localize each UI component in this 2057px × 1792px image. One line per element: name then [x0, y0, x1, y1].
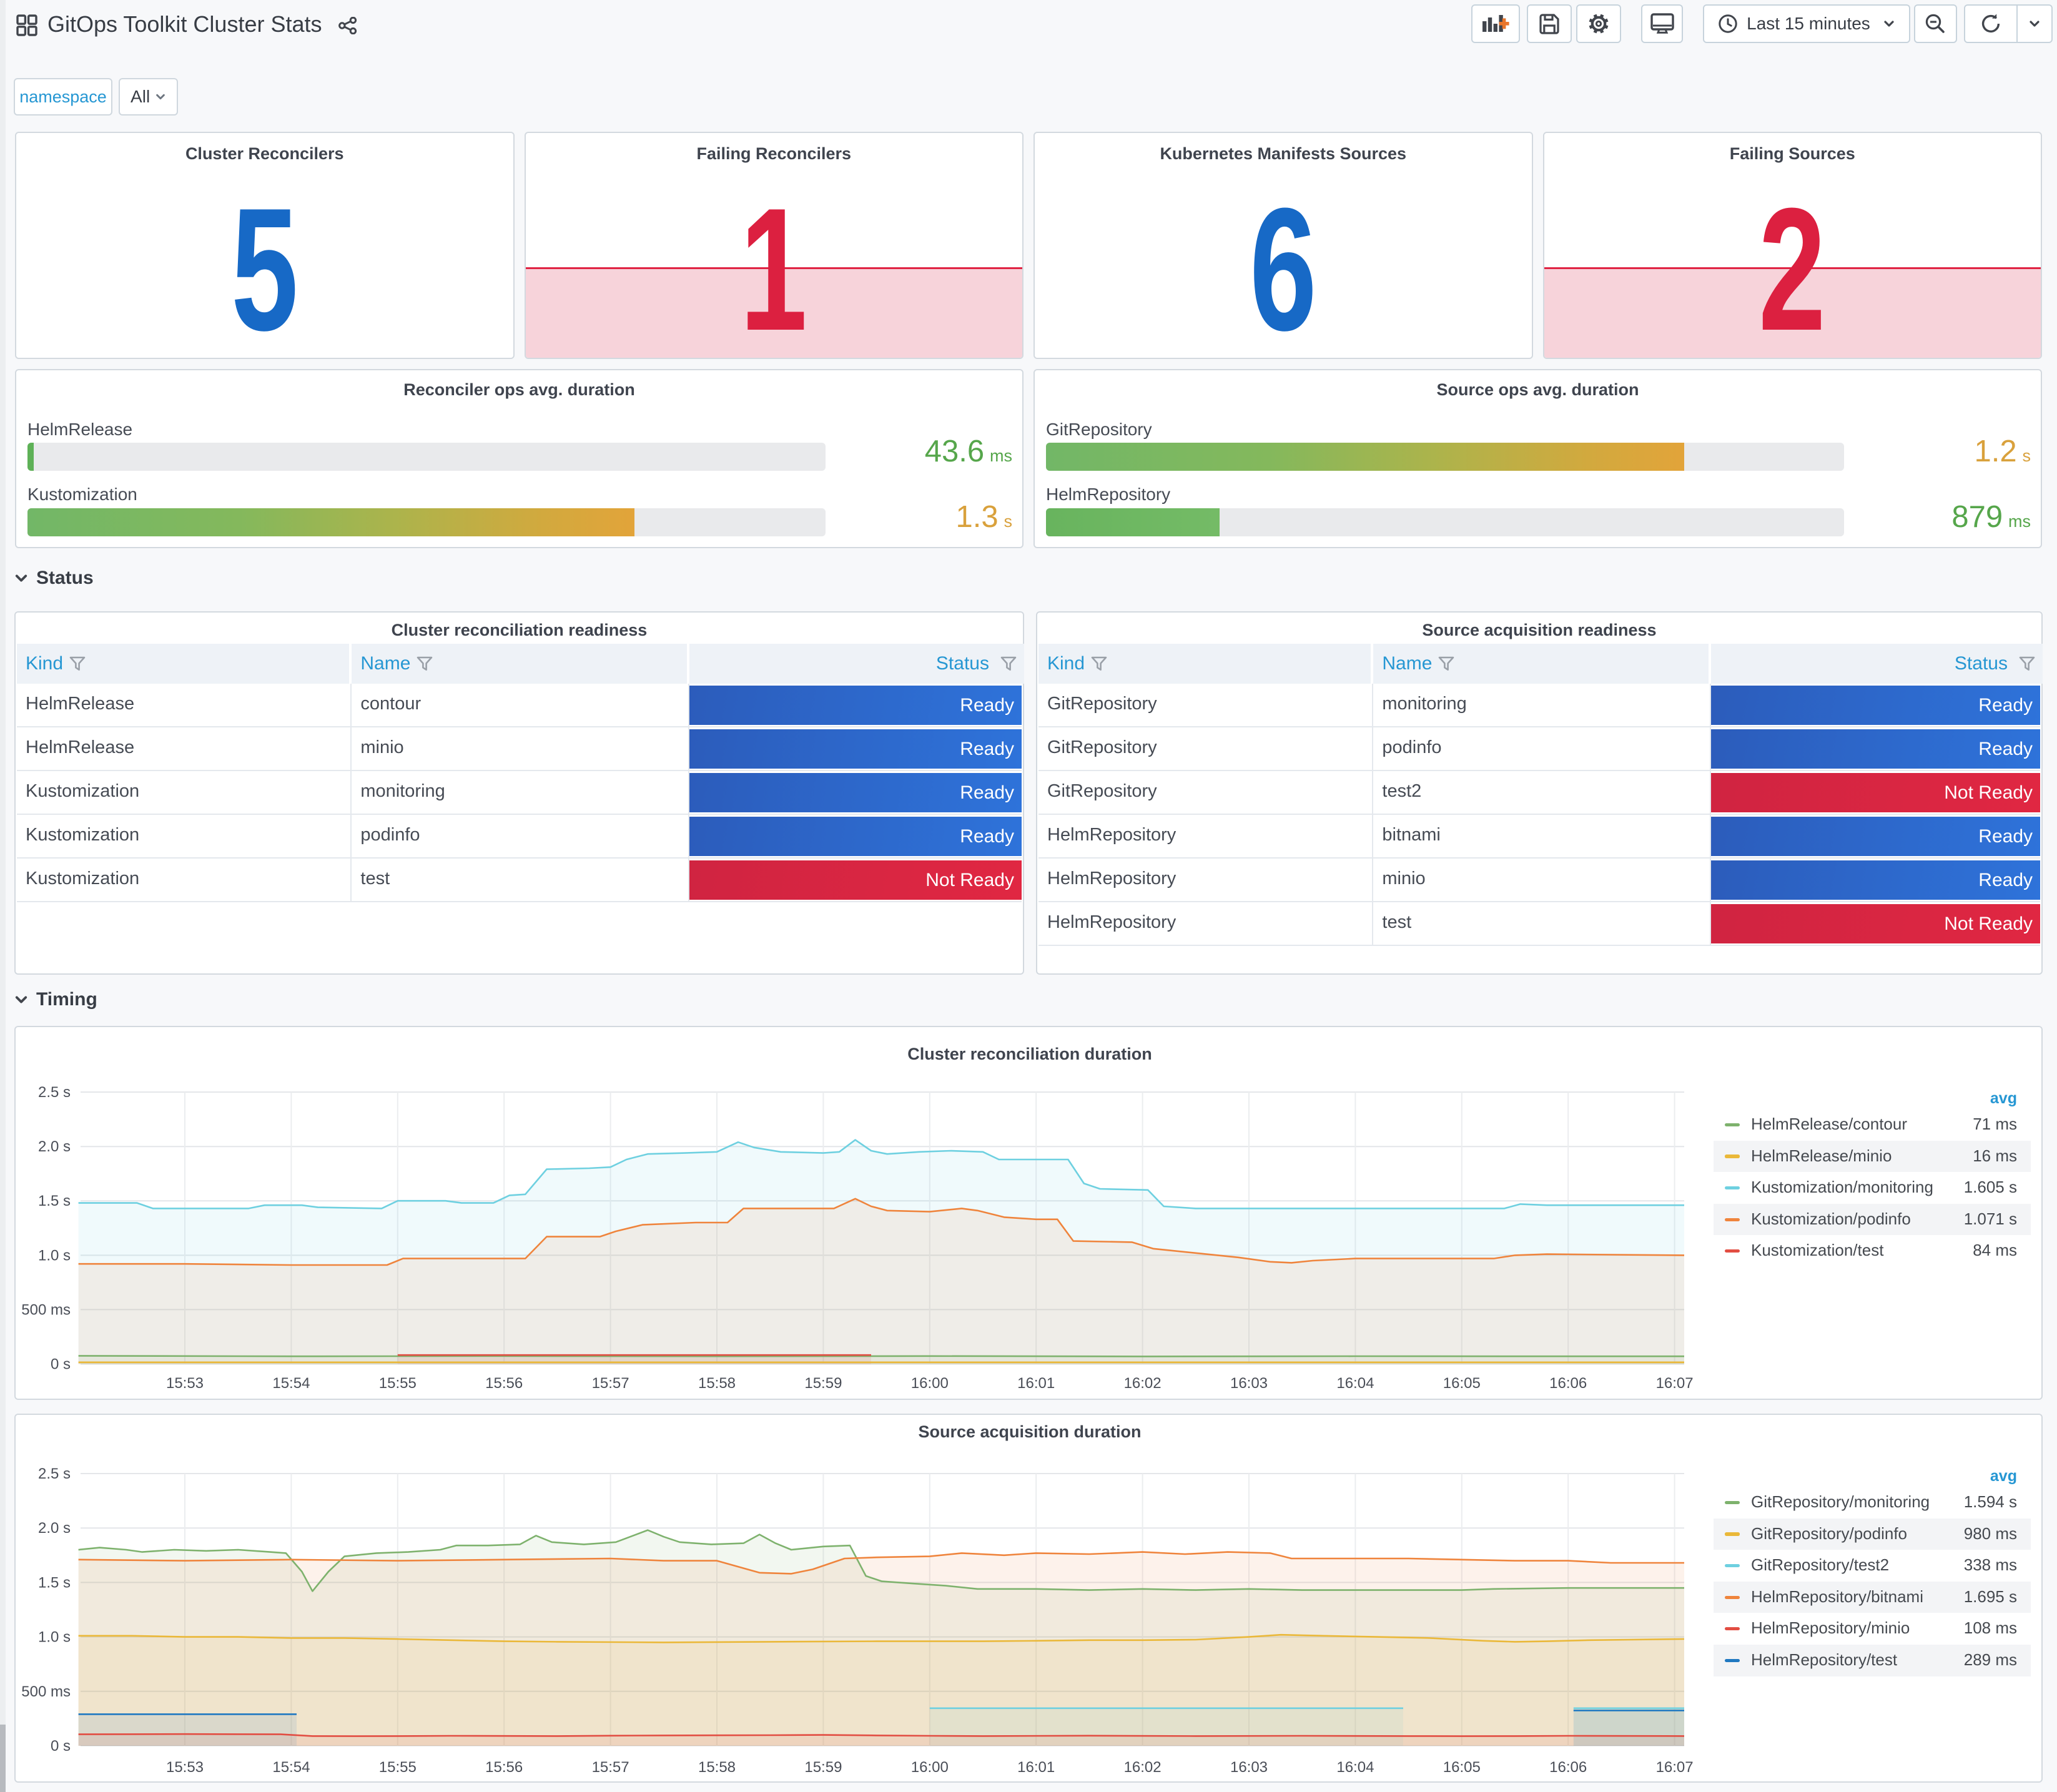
svg-text:16:03: 16:03: [1230, 1375, 1268, 1392]
svg-text:16:06: 16:06: [1549, 1759, 1587, 1776]
svg-text:1.0 s: 1.0 s: [38, 1629, 71, 1646]
svg-text:15:55: 15:55: [379, 1759, 417, 1776]
svg-text:15:54: 15:54: [272, 1375, 310, 1392]
svg-text:0 s: 0 s: [51, 1738, 71, 1755]
svg-text:16:04: 16:04: [1336, 1375, 1374, 1392]
svg-text:16:07: 16:07: [1656, 1759, 1694, 1776]
svg-text:1.5 s: 1.5 s: [38, 1193, 71, 1209]
svg-text:2.5 s: 2.5 s: [38, 1465, 71, 1482]
svg-text:2.0 s: 2.0 s: [38, 1520, 71, 1537]
svg-text:1.5 s: 1.5 s: [38, 1574, 71, 1591]
svg-text:16:06: 16:06: [1549, 1375, 1587, 1392]
svg-text:16:00: 16:00: [911, 1375, 949, 1392]
svg-text:15:57: 15:57: [592, 1759, 629, 1776]
svg-text:15:59: 15:59: [804, 1759, 842, 1776]
svg-text:15:54: 15:54: [272, 1759, 310, 1776]
svg-text:16:04: 16:04: [1336, 1759, 1374, 1776]
svg-text:16:00: 16:00: [911, 1759, 949, 1776]
svg-text:15:58: 15:58: [698, 1759, 736, 1776]
svg-text:16:05: 16:05: [1443, 1759, 1481, 1776]
svg-text:15:55: 15:55: [379, 1375, 417, 1392]
svg-text:Source acquisition duration: Source acquisition duration: [918, 1422, 1141, 1441]
svg-text:500 ms: 500 ms: [21, 1301, 71, 1318]
svg-text:2.5 s: 2.5 s: [38, 1084, 71, 1101]
svg-text:15:58: 15:58: [698, 1375, 736, 1392]
svg-text:500 ms: 500 ms: [21, 1683, 71, 1700]
svg-text:16:02: 16:02: [1124, 1759, 1162, 1776]
svg-text:1.0 s: 1.0 s: [38, 1247, 71, 1264]
svg-text:16:02: 16:02: [1124, 1375, 1162, 1392]
svg-text:16:07: 16:07: [1656, 1375, 1694, 1392]
svg-text:16:05: 16:05: [1443, 1375, 1481, 1392]
svg-text:Cluster reconciliation duratio: Cluster reconciliation duration: [907, 1045, 1152, 1063]
svg-text:2.0 s: 2.0 s: [38, 1138, 71, 1155]
svg-text:15:53: 15:53: [166, 1375, 204, 1392]
svg-text:16:01: 16:01: [1017, 1759, 1055, 1776]
svg-text:15:53: 15:53: [166, 1759, 204, 1776]
svg-text:15:56: 15:56: [485, 1375, 523, 1392]
svg-text:0 s: 0 s: [51, 1356, 71, 1373]
svg-text:15:57: 15:57: [592, 1375, 629, 1392]
svg-text:15:59: 15:59: [804, 1375, 842, 1392]
svg-text:15:56: 15:56: [485, 1759, 523, 1776]
svg-text:16:03: 16:03: [1230, 1759, 1268, 1776]
svg-text:16:01: 16:01: [1017, 1375, 1055, 1392]
